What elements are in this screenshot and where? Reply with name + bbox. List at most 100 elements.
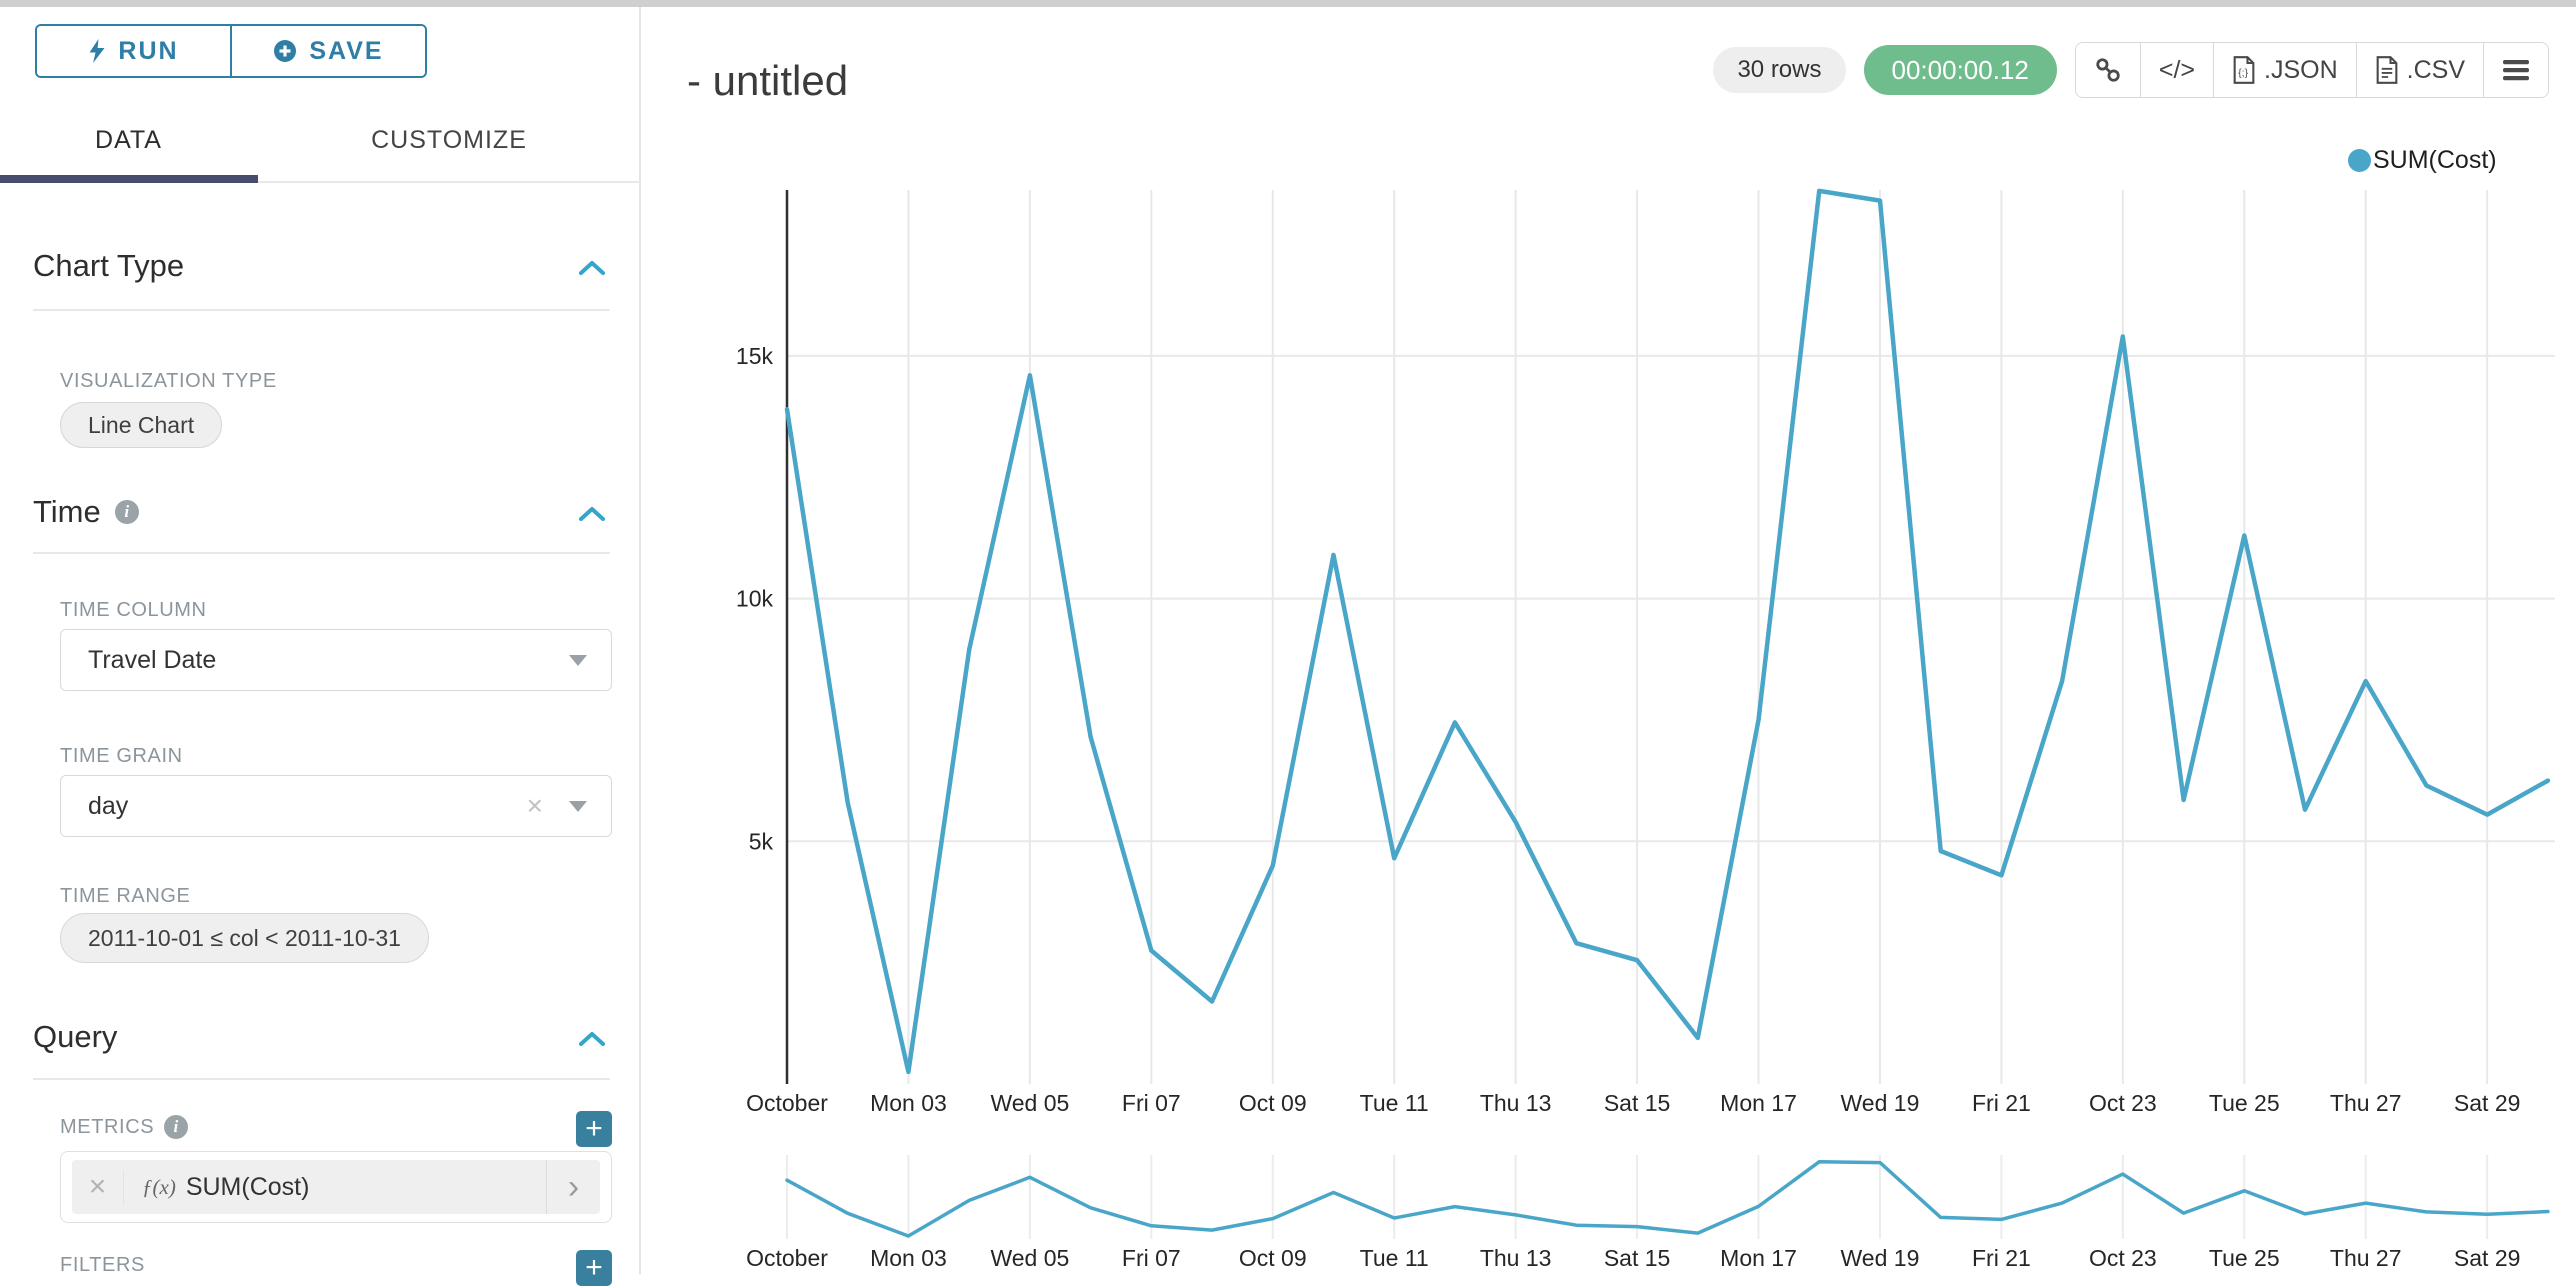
clear-icon[interactable]: × — [526, 790, 543, 821]
svg-text:Sat 29: Sat 29 — [2454, 1245, 2521, 1271]
svg-text:Sat 15: Sat 15 — [1604, 1245, 1671, 1271]
svg-text:{;}: {;} — [2238, 67, 2248, 79]
metrics-label: METRICS i — [60, 1115, 189, 1139]
svg-text:Thu 27: Thu 27 — [2330, 1090, 2402, 1116]
query-collapse-button[interactable] — [577, 1030, 607, 1053]
svg-text:Oct 23: Oct 23 — [2089, 1090, 2157, 1116]
svg-text:October: October — [746, 1090, 828, 1116]
chart-title[interactable]: - untitled — [687, 57, 849, 104]
time-grain-select[interactable]: day × — [60, 775, 612, 837]
query-timer-badge: 00:00:00.12 — [1863, 45, 2057, 95]
caret-down-icon — [569, 654, 587, 666]
svg-text:Oct 09: Oct 09 — [1239, 1245, 1307, 1271]
link-icon — [2096, 58, 2120, 82]
legend-series-dot — [2348, 149, 2371, 172]
time-collapse-button[interactable] — [577, 505, 607, 528]
run-save-button-group: RUN SAVE — [35, 24, 427, 78]
query-title-text: Query — [33, 1019, 118, 1054]
time-range-label: TIME RANGE — [60, 885, 190, 908]
visualization-type-value-text: Line Chart — [88, 411, 195, 438]
edit-metric-chevron[interactable]: › — [546, 1160, 600, 1214]
svg-text:Thu 13: Thu 13 — [1480, 1245, 1552, 1271]
panel-tabs: DATA CUSTOMIZE — [0, 100, 641, 183]
visualization-type-label: VISUALIZATION TYPE — [60, 370, 277, 393]
run-button[interactable]: RUN — [37, 26, 230, 76]
metric-name: SUM(Cost) — [185, 1172, 310, 1201]
query-timer-text: 00:00:00.12 — [1891, 54, 2029, 85]
export-csv-button[interactable]: .CSV — [2355, 43, 2483, 97]
metrics-label-text: METRICS — [60, 1115, 155, 1138]
svg-text:Mon 03: Mon 03 — [870, 1090, 947, 1116]
tab-customize[interactable]: CUSTOMIZE — [257, 100, 641, 181]
svg-text:10k: 10k — [736, 586, 774, 612]
svg-text:Wed 19: Wed 19 — [1841, 1090, 1920, 1116]
tab-customize-label: CUSTOMIZE — [371, 126, 527, 154]
section-divider — [33, 309, 610, 311]
time-column-select[interactable]: Travel Date — [60, 629, 612, 691]
top-navbar-edge — [0, 0, 2576, 7]
svg-text:Fri 21: Fri 21 — [1972, 1245, 2031, 1271]
share-link-button[interactable] — [2075, 43, 2140, 97]
svg-text:Fri 21: Fri 21 — [1972, 1090, 2031, 1116]
view-query-button[interactable]: </> — [2139, 43, 2214, 97]
row-count-badge: 30 rows — [1713, 47, 1846, 93]
svg-text:October: October — [746, 1245, 828, 1271]
legend-series-label: SUM(Cost) — [2373, 146, 2497, 174]
section-divider — [33, 1078, 610, 1080]
add-filter-button[interactable]: + — [576, 1250, 612, 1286]
explore-control-panel: RUN SAVE DATA CUSTOMIZE Chart Type VISUA… — [0, 7, 641, 1286]
remove-metric-icon[interactable]: × — [72, 1170, 124, 1204]
chevron-up-icon — [579, 261, 605, 275]
file-csv-icon — [2376, 56, 2398, 84]
visualization-type-label-text: VISUALIZATION TYPE — [60, 370, 277, 392]
time-column-label: TIME COLUMN — [60, 599, 207, 622]
svg-text:Wed 05: Wed 05 — [990, 1245, 1069, 1271]
svg-text:Tue 11: Tue 11 — [1360, 1245, 1429, 1271]
section-chart-type-title: Chart Type — [33, 248, 184, 284]
time-grain-label: TIME GRAIN — [60, 745, 183, 768]
save-button-label: SAVE — [309, 36, 384, 65]
svg-text:Wed 19: Wed 19 — [1841, 1245, 1920, 1271]
run-button-label: RUN — [118, 36, 179, 65]
filters-label-text: FILTERS — [60, 1254, 145, 1276]
svg-text:Oct 09: Oct 09 — [1239, 1090, 1307, 1116]
hamburger-menu-icon — [2503, 60, 2529, 81]
time-title-text: Time — [33, 494, 101, 529]
svg-text:Sat 15: Sat 15 — [1604, 1090, 1671, 1116]
tab-data[interactable]: DATA — [0, 100, 257, 181]
add-metric-button[interactable]: + — [576, 1111, 612, 1147]
time-column-value: Travel Date — [88, 645, 217, 674]
svg-text:Sat 29: Sat 29 — [2454, 1090, 2521, 1116]
row-count-text: 30 rows — [1737, 56, 1822, 83]
export-json-button[interactable]: {;} .JSON — [2213, 43, 2356, 97]
visualization-type-value[interactable]: Line Chart — [60, 402, 223, 448]
metric-pill[interactable]: × ƒ(x) SUM(Cost) › — [72, 1160, 600, 1214]
save-button[interactable]: SAVE — [230, 26, 425, 76]
svg-text:15k: 15k — [736, 343, 774, 369]
svg-text:Mon 17: Mon 17 — [1720, 1245, 1797, 1271]
filters-label: FILTERS — [60, 1254, 145, 1277]
svg-text:Oct 23: Oct 23 — [2089, 1245, 2157, 1271]
time-range-value-text: 2011-10-01 ≤ col < 2011-10-31 — [88, 924, 401, 951]
info-icon[interactable]: i — [164, 1115, 189, 1139]
export-button-group: </> {;} .JSON .CSV — [2074, 42, 2549, 98]
code-icon: </> — [2158, 55, 2196, 84]
svg-text:Tue 25: Tue 25 — [2209, 1245, 2280, 1271]
file-json-icon: {;} — [2233, 56, 2255, 84]
chart-type-title-text: Chart Type — [33, 248, 185, 283]
svg-text:Thu 27: Thu 27 — [2330, 1245, 2402, 1271]
chart-area: - untitled 30 rows 00:00:00.12 </> {;} .… — [643, 7, 2576, 1274]
time-range-label-text: TIME RANGE — [60, 885, 191, 907]
metrics-container: × ƒ(x) SUM(Cost) › — [60, 1151, 612, 1223]
chart-menu-button[interactable] — [2483, 43, 2548, 97]
chart-type-collapse-button[interactable] — [577, 259, 607, 282]
time-grain-label-text: TIME GRAIN — [60, 745, 183, 767]
chart-legend[interactable]: SUM(Cost) — [2348, 146, 2497, 175]
svg-text:Mon 17: Mon 17 — [1720, 1090, 1797, 1116]
lightning-bolt-icon — [89, 39, 105, 63]
line-chart[interactable]: 5k 10k 15k October October Mon 03 Mon 03 Wed 05… — [643, 7, 2576, 1274]
section-query-title: Query — [33, 1019, 117, 1055]
svg-text:Fri 07: Fri 07 — [1122, 1090, 1181, 1116]
info-icon[interactable]: i — [114, 500, 139, 524]
time-range-value[interactable]: 2011-10-01 ≤ col < 2011-10-31 — [60, 913, 429, 963]
